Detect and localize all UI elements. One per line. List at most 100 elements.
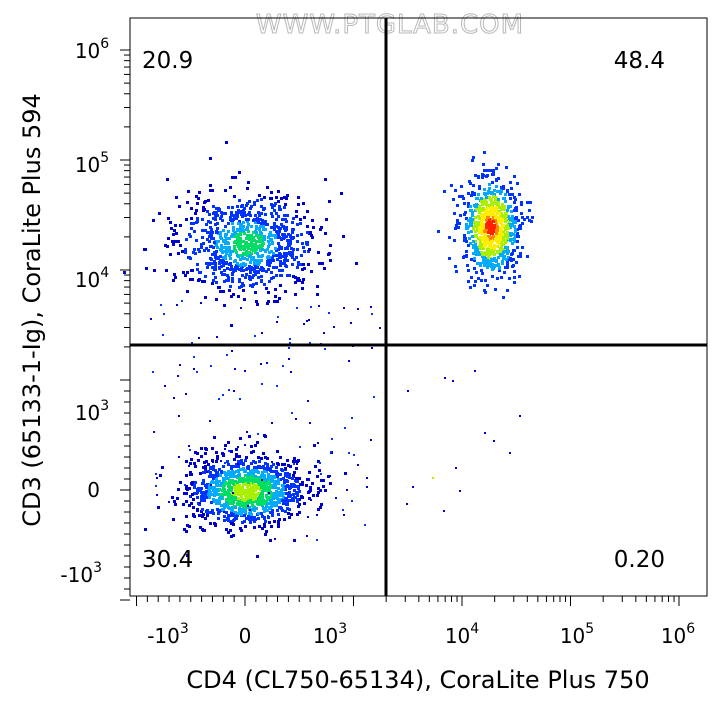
event-dot: [219, 259, 222, 262]
event-dot: [260, 476, 263, 479]
event-dot: [260, 235, 263, 238]
event-dot: [232, 472, 235, 475]
event-dot: [329, 475, 331, 477]
event-dot: [507, 227, 510, 230]
event-dot: [222, 465, 225, 468]
event-dot: [242, 221, 245, 224]
event-dot: [250, 445, 253, 448]
event-dot: [324, 178, 327, 181]
event-dot: [227, 222, 230, 225]
event-dot: [230, 498, 233, 501]
event-dot: [487, 247, 490, 250]
event-dot: [238, 278, 241, 281]
event-dot: [491, 263, 494, 266]
event-dot: [228, 263, 231, 266]
event-dot: [248, 238, 251, 241]
event-dot: [264, 462, 267, 465]
event-dot: [266, 466, 269, 469]
event-dot: [267, 300, 270, 303]
event-dot: [485, 196, 488, 199]
event-dot: [481, 217, 484, 220]
event-dot: [481, 239, 484, 242]
event-dot: [502, 185, 505, 188]
quadrant-upper-left-value: 20.9: [142, 48, 193, 74]
event-dot: [346, 489, 348, 491]
event-dot: [189, 471, 192, 474]
event-dot: [231, 234, 234, 237]
event-dot: [471, 159, 474, 162]
event-dot: [201, 229, 204, 232]
event-dot: [277, 482, 280, 485]
event-dot: [246, 218, 249, 221]
event-dot: [301, 287, 304, 290]
event-dot: [256, 555, 259, 558]
event-dot: [455, 270, 458, 273]
event-dot: [235, 455, 238, 458]
event-dot: [214, 524, 217, 527]
event-dot: [218, 398, 220, 400]
event-dot: [209, 522, 212, 525]
event-dot: [285, 254, 288, 257]
event-dot: [185, 500, 188, 503]
event-dot: [248, 484, 251, 487]
event-dot: [306, 535, 308, 537]
event-dot: [215, 211, 218, 214]
event-dot: [269, 231, 272, 234]
event-dot: [210, 501, 213, 504]
event-dot: [496, 226, 499, 229]
event-dot: [249, 207, 252, 210]
event-dot: [310, 499, 312, 501]
event-dot: [177, 488, 180, 491]
event-dot: [273, 228, 276, 231]
event-dot: [266, 497, 269, 500]
event-dot: [296, 500, 299, 503]
event-dot: [245, 456, 248, 459]
event-dot: [264, 533, 267, 536]
event-dot: [194, 212, 197, 215]
event-dot: [286, 214, 289, 217]
event-dot: [293, 457, 296, 460]
event-dot: [226, 460, 229, 463]
event-dot: [266, 260, 269, 263]
event-dot: [452, 380, 454, 382]
event-dot: [199, 526, 202, 529]
event-dot: [255, 240, 258, 243]
event-dot: [175, 196, 178, 199]
event-dot: [254, 487, 257, 490]
event-dot: [473, 221, 476, 224]
event-dot: [223, 515, 226, 518]
event-dot: [234, 506, 237, 509]
event-dot: [185, 218, 188, 221]
event-dot: [202, 206, 205, 209]
event-dot: [212, 512, 215, 515]
event-dot: [215, 250, 218, 253]
event-dot: [251, 239, 254, 242]
event-dot: [519, 255, 522, 258]
event-dot: [251, 504, 254, 507]
event-dot: [293, 496, 296, 499]
event-dot: [275, 249, 278, 252]
event-dot: [237, 295, 240, 298]
event-dot: [270, 479, 273, 482]
event-dot: [209, 233, 212, 236]
event-dot: [496, 251, 499, 254]
event-dot: [213, 260, 216, 263]
event-dot: [476, 204, 479, 207]
event-dot: [254, 265, 257, 268]
event-dot: [231, 272, 234, 275]
event-dot: [271, 257, 274, 260]
event-dot: [478, 217, 481, 220]
event-dot: [492, 220, 495, 223]
event-dot: [238, 280, 241, 283]
event-dot: [457, 226, 460, 229]
event-dot: [237, 502, 240, 505]
event-dot: [174, 224, 177, 227]
event-dot: [453, 212, 456, 215]
event-dot: [155, 473, 157, 475]
event-dot: [471, 235, 474, 238]
event-dot: [483, 151, 486, 154]
event-dot: [271, 215, 274, 218]
event-dot: [504, 193, 507, 196]
event-dot: [275, 466, 278, 469]
event-dot: [481, 207, 484, 210]
